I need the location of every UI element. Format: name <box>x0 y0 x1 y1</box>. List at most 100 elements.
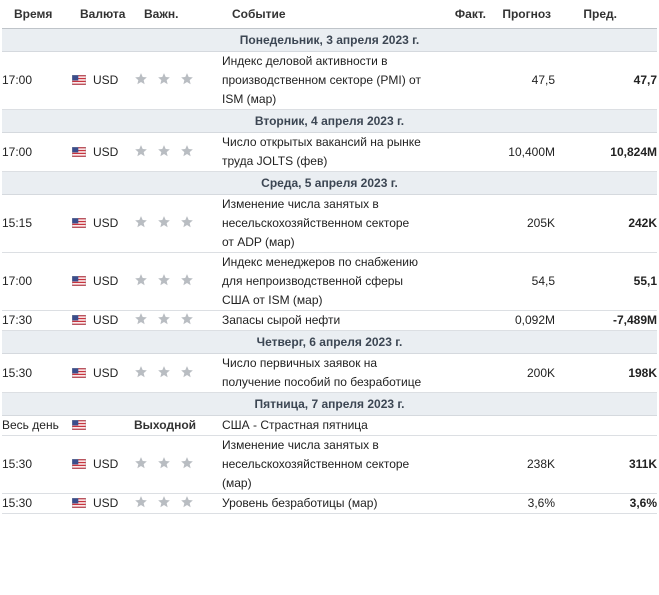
us-flag-icon <box>71 144 87 157</box>
event-forecast: 205K <box>487 194 555 253</box>
currency-code: USD <box>93 73 119 87</box>
event-name[interactable]: США - Страстная пятница <box>222 415 422 436</box>
currency-code: USD <box>93 274 119 288</box>
event-forecast: 54,5 <box>487 252 555 311</box>
day-label: Пятница, 7 апреля 2023 г. <box>2 392 657 416</box>
star-icon <box>157 273 171 287</box>
economic-calendar: Время Валюта Важн. Событие Факт. Прогноз… <box>2 0 657 514</box>
event-row[interactable]: 17:00 USD Число открытых вакансий на рынке… <box>2 132 657 172</box>
event-time: 17:00 <box>2 132 72 172</box>
table-header-row: Время Валюта Важн. Событие Факт. Прогноз… <box>2 0 657 29</box>
star-icon <box>157 72 171 86</box>
event-time: 17:00 <box>2 252 72 311</box>
column-header-importance[interactable]: Важн. <box>134 0 222 29</box>
star-icon <box>134 215 148 229</box>
event-forecast: 238K <box>487 435 555 494</box>
event-name[interactable]: Индекс деловой активности в производстве… <box>222 51 422 110</box>
day-label: Среда, 5 апреля 2023 г. <box>2 171 657 195</box>
event-importance <box>134 353 222 393</box>
star-icon <box>157 365 171 379</box>
column-header-actual[interactable]: Факт. <box>422 0 487 29</box>
column-header-time[interactable]: Время <box>2 0 72 29</box>
star-icon <box>134 144 148 158</box>
event-time: 15:30 <box>2 435 72 494</box>
event-actual <box>422 415 487 436</box>
holiday-label: Выходной <box>134 418 197 432</box>
currency-code: USD <box>93 313 119 327</box>
event-currency: USD <box>71 353 134 393</box>
event-row[interactable]: 17:30 USD Запасы сырой нефти 0,092M -7,489M <box>2 310 657 331</box>
us-flag-icon <box>71 417 87 431</box>
star-icon <box>157 495 171 509</box>
column-header-previous[interactable]: Пред. <box>555 0 657 29</box>
event-forecast: 10,400M <box>487 132 555 172</box>
star-icon <box>157 456 171 470</box>
event-actual <box>422 51 487 110</box>
event-currency: USD <box>71 252 134 311</box>
event-previous: -7,489M <box>555 310 657 331</box>
event-currency: USD <box>71 132 134 172</box>
star-icon <box>134 312 148 326</box>
star-icon <box>157 144 171 158</box>
currency-code: USD <box>93 216 119 230</box>
event-name[interactable]: Число первичных заявок на получение посо… <box>222 353 422 393</box>
event-previous: 47,7 <box>555 51 657 110</box>
us-flag-icon <box>71 273 87 287</box>
star-icon <box>157 312 171 326</box>
currency-code: USD <box>93 496 119 510</box>
event-name[interactable]: Изменение числа занятых в несельскохозяй… <box>222 435 422 494</box>
column-header-currency[interactable]: Валюта <box>72 0 134 29</box>
currency-code: USD <box>93 144 119 159</box>
event-time: 17:00 <box>2 51 72 110</box>
currency-code: USD <box>93 457 119 471</box>
event-currency: USD <box>71 51 134 110</box>
event-row[interactable]: 15:15 USD Изменение числа занятых в несель… <box>2 194 657 253</box>
event-importance <box>134 252 222 311</box>
star-icon <box>180 273 194 287</box>
event-name[interactable]: Уровень безработицы (мар) <box>222 493 422 514</box>
day-label: Четверг, 6 апреля 2023 г. <box>2 330 657 354</box>
event-name[interactable]: Индекс менеджеров по снабжению для непро… <box>222 252 422 311</box>
us-flag-icon <box>71 312 87 326</box>
event-actual <box>422 493 487 514</box>
event-actual <box>422 435 487 494</box>
column-header-event[interactable]: Событие <box>222 0 422 29</box>
event-forecast: 3,6% <box>487 493 555 514</box>
event-previous: 3,6% <box>555 493 657 514</box>
event-name[interactable]: Число открытых вакансий на рынке труда J… <box>222 132 422 172</box>
event-name[interactable]: Изменение числа занятых в несельскохозяй… <box>222 194 422 253</box>
event-previous <box>555 415 657 436</box>
star-icon <box>134 365 148 379</box>
day-header-row: Вторник, 4 апреля 2023 г. <box>2 109 657 133</box>
us-flag-icon <box>71 456 87 470</box>
star-icon <box>180 495 194 509</box>
day-label: Вторник, 4 апреля 2023 г. <box>2 109 657 133</box>
event-importance <box>134 51 222 110</box>
event-forecast: 200K <box>487 353 555 393</box>
star-icon <box>180 72 194 86</box>
event-time: 17:30 <box>2 310 72 331</box>
column-header-forecast[interactable]: Прогноз <box>487 0 555 29</box>
event-previous: 55,1 <box>555 252 657 311</box>
event-actual <box>422 252 487 311</box>
us-flag-icon <box>71 72 87 86</box>
event-previous: 311K <box>555 435 657 494</box>
event-time: 15:15 <box>2 194 72 253</box>
event-importance <box>134 132 222 172</box>
event-row[interactable]: 17:00 USD Индекс деловой активности в прои… <box>2 51 657 110</box>
event-importance <box>134 493 222 514</box>
event-time: Весь день <box>2 415 72 436</box>
event-time: 15:30 <box>2 353 72 393</box>
event-row[interactable]: Весь день Выходной США - Страстная пятница <box>2 415 657 436</box>
event-importance: Выходной <box>134 415 222 436</box>
event-row[interactable]: 15:30 USD Изменение числа занятых в несель… <box>2 435 657 494</box>
event-row[interactable]: 15:30 USD Число первичных заявок на получе… <box>2 353 657 393</box>
event-currency: USD <box>71 310 134 331</box>
event-row[interactable]: 17:00 USD Индекс менеджеров по снабжению д… <box>2 252 657 311</box>
event-forecast <box>487 415 555 436</box>
event-row[interactable]: 15:30 USD Уровень безработицы (мар) 3,6% 3,6… <box>2 493 657 514</box>
event-actual <box>422 310 487 331</box>
event-time: 15:30 <box>2 493 72 514</box>
event-actual <box>422 353 487 393</box>
event-name[interactable]: Запасы сырой нефти <box>222 310 422 331</box>
